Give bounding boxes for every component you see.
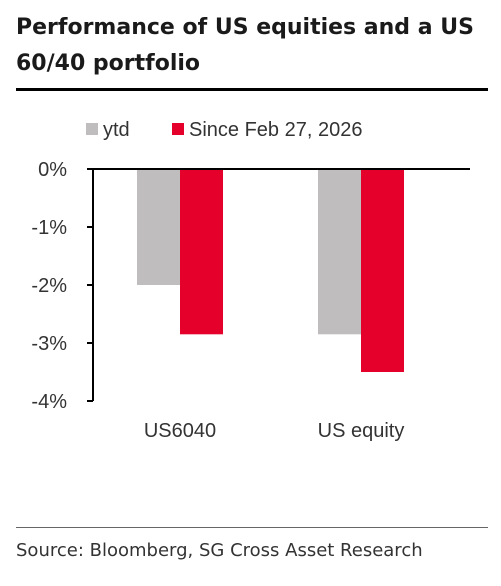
legend-label-1: Since Feb 27, 2026 <box>189 119 362 141</box>
legend-swatch-1 <box>172 123 184 135</box>
source-note: Source: Bloomberg, SG Cross Asset Resear… <box>16 540 423 561</box>
y-tick-label-0: 0% <box>38 159 67 181</box>
y-tick-label-2: -2% <box>31 275 67 297</box>
x-category-label-0: US6040 <box>144 420 216 442</box>
y-tick-label-3: -3% <box>31 333 67 355</box>
bar-0-1 <box>180 169 223 335</box>
title-divider <box>16 88 488 91</box>
bars-group <box>137 169 404 372</box>
axes-group: 0% -1% -2% -3% -4% US6040 US equity <box>31 159 470 442</box>
y-tick-label-1: -1% <box>31 217 67 239</box>
y-tick-label-4: -4% <box>31 391 67 413</box>
chart-title: Performance of US equities and a US 60/4… <box>16 15 474 76</box>
legend-swatch-0 <box>86 123 98 135</box>
legend: ytd Since Feb 27, 2026 <box>86 119 362 141</box>
footer-divider <box>16 527 488 528</box>
bar-1-0 <box>318 169 361 335</box>
legend-label-0: ytd <box>103 119 130 141</box>
bar-1-1 <box>361 169 404 372</box>
bar-chart: ytd Since Feb 27, 2026 0% -1% -2% -3% -4% US60… <box>31 119 470 442</box>
bar-0-0 <box>137 169 180 285</box>
x-category-label-1: US equity <box>318 420 405 442</box>
